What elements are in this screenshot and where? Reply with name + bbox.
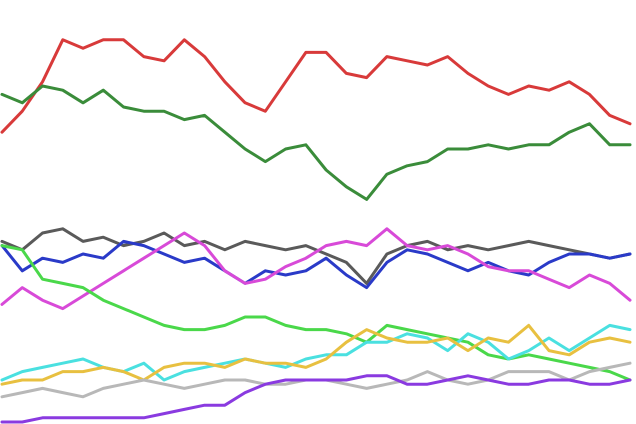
- series-line: [0, 38, 632, 134]
- series-line: [0, 374, 632, 424]
- series-line: [0, 227, 632, 285]
- series-line: [0, 244, 632, 382]
- series-line: [0, 227, 632, 311]
- series-line: [0, 239, 632, 290]
- series-line: [0, 323, 632, 386]
- series-line: [0, 84, 632, 201]
